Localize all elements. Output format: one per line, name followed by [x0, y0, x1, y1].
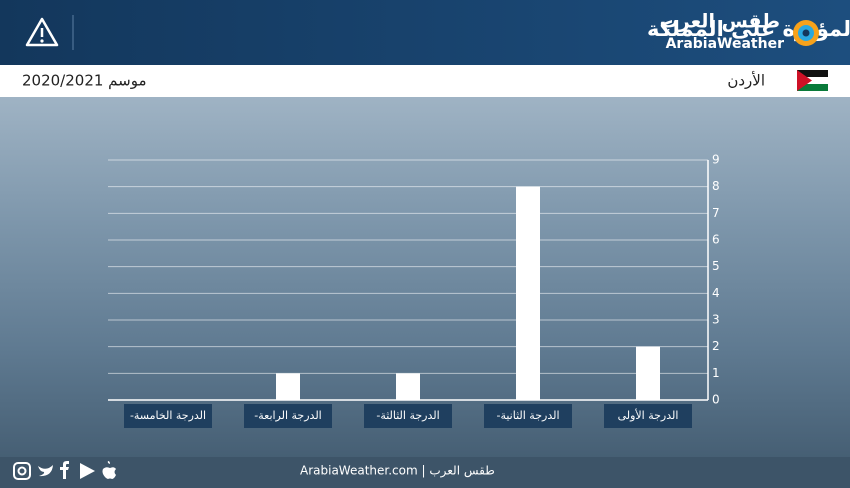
x-label-box: [484, 404, 572, 428]
x-tick-label: الدرجة الثالثة-: [376, 409, 439, 422]
x-tick-label: الدرجة الأولى: [618, 408, 679, 422]
country: الأردن: [727, 71, 765, 90]
bar: [396, 373, 420, 400]
logo-english: ArabiaWeather: [666, 36, 784, 52]
y-tick-label: 1: [712, 366, 720, 380]
logo-arabic: طقس العرب: [660, 11, 780, 33]
bar: [276, 373, 300, 400]
y-tick-label: 9: [712, 153, 720, 167]
bar: [636, 346, 660, 400]
season: موسم 2020/2021: [22, 72, 147, 90]
x-label-box: [364, 404, 452, 428]
bar: [516, 186, 540, 400]
x-tick-label: الدرجة الخامسة-: [130, 409, 206, 422]
header-bar: [0, 0, 850, 65]
x-label-box: [604, 404, 692, 428]
x-tick-label: الدرجة الثانية-: [496, 409, 559, 422]
flag: [797, 70, 828, 91]
y-tick-label: 7: [712, 206, 720, 220]
y-tick-label: 2: [712, 339, 720, 353]
footer-bar: [0, 457, 850, 488]
logo-icon: [793, 20, 819, 46]
y-tick-label: 8: [712, 179, 720, 193]
y-tick-label: 5: [712, 259, 720, 273]
warning-icon: [25, 17, 59, 47]
subheader-bar: [0, 65, 850, 97]
y-tick-label: 6: [712, 233, 720, 247]
y-tick-label: 3: [712, 313, 720, 327]
y-tick-label: 4: [712, 286, 720, 300]
x-tick-label: الدرجة الرابعة-: [254, 409, 321, 422]
social-icons: [13, 461, 116, 480]
x-label-box: [124, 404, 212, 428]
y-tick-label: 0: [712, 393, 720, 407]
background: [0, 97, 850, 457]
x-label-box: [244, 404, 332, 428]
footer-text: طقس العرب | ArabiaWeather.com: [300, 464, 495, 479]
